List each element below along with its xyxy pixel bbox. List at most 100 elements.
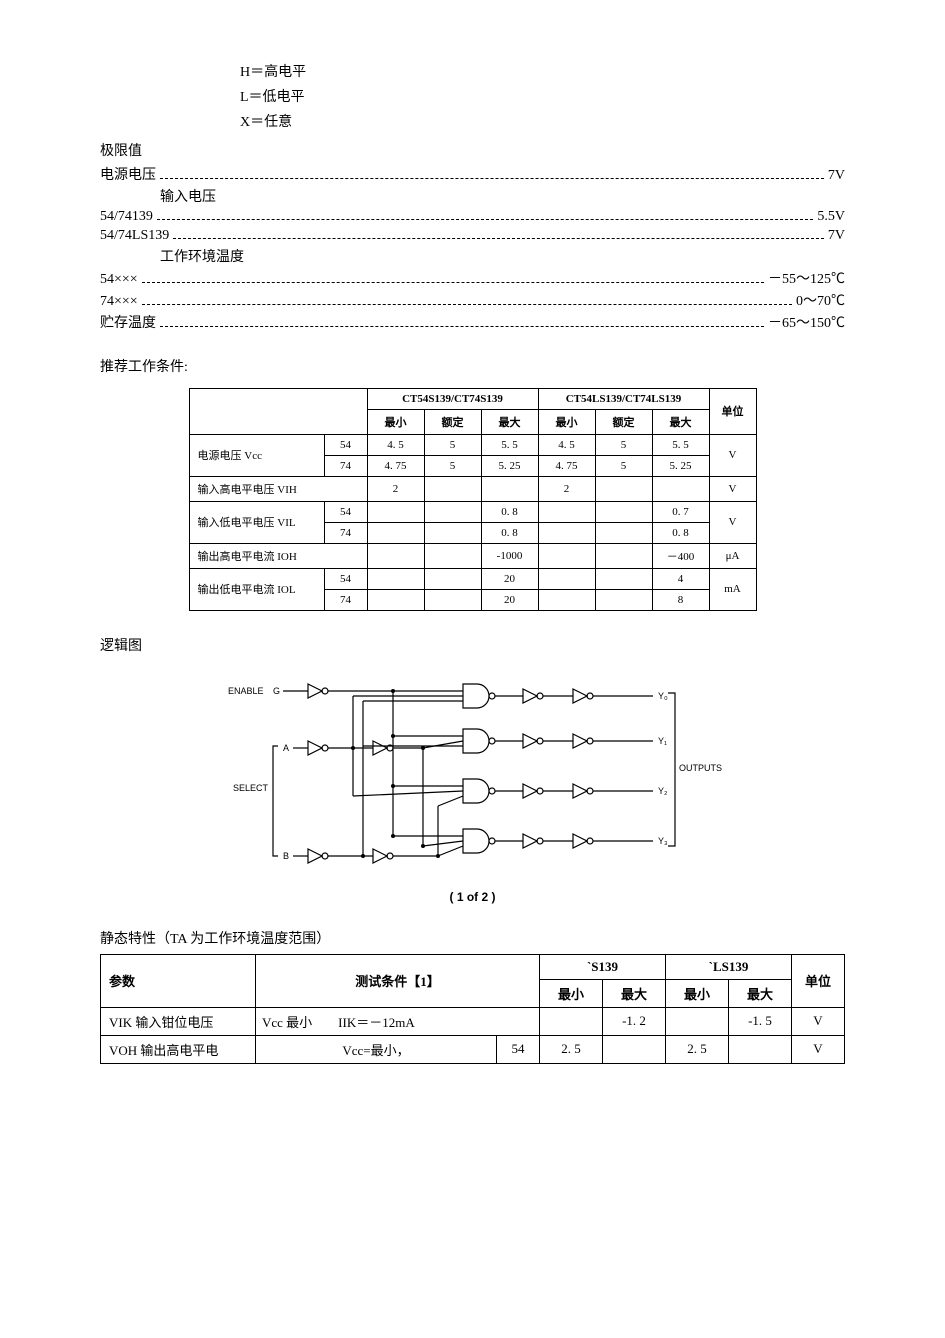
cell (603, 1035, 666, 1063)
cell (424, 501, 481, 522)
cell-sub: 54 (324, 568, 367, 589)
cell-unit: μA (709, 543, 756, 568)
cell: 5. 25 (652, 455, 709, 476)
label-y1: Y₁ (658, 736, 667, 746)
static-title: 静态特性（TA 为工作环境温度范围） (100, 928, 845, 948)
recommended-table: CT54S139/CT74S139 CT54LS139/CT74LS139 单位… (189, 388, 757, 611)
cell: 2. 5 (666, 1035, 729, 1063)
cell-sub: 74 (324, 455, 367, 476)
cell (595, 589, 652, 610)
legend-h: H＝高电平 (240, 60, 845, 85)
cell (424, 476, 481, 501)
cell: -1. 5 (729, 1007, 792, 1035)
limits-row-vcc: 电源电压 7V (100, 164, 845, 184)
cell: 2. 5 (540, 1035, 603, 1063)
cell (595, 568, 652, 589)
gate-row-y2: Y₂ (353, 779, 668, 806)
cell: 5. 5 (652, 434, 709, 455)
cell-sub: 74 (324, 589, 367, 610)
cell-param: VOH 输出高电平电 (101, 1035, 256, 1063)
cell-unit: V (792, 1035, 845, 1063)
cell: 4. 5 (367, 434, 424, 455)
limits-ot-0-label: 54××× (100, 272, 138, 288)
dash-fill (142, 293, 792, 305)
gate-row-y1: Y₁ (363, 729, 667, 753)
th-param: 参数 (101, 954, 256, 1007)
label-g: G (273, 686, 280, 696)
cell: 0. 8 (481, 501, 538, 522)
cell: 4. 5 (538, 434, 595, 455)
table-row: 电源电压 Vcc544. 555. 54. 555. 5V (189, 434, 756, 455)
limits-ot-row-1: 74××× 0～70℃ (100, 290, 845, 310)
static-table: 参数 测试条件【1】 `S139 `LS139 单位 最小 最大 最小 最大 V… (100, 954, 845, 1064)
cell: 2 (538, 476, 595, 501)
label-y0: Y₀ (658, 691, 668, 701)
cell: 4. 75 (538, 455, 595, 476)
label-b: B (283, 851, 289, 861)
limits-iv-1-value: 7V (828, 228, 845, 244)
cell: 4 (652, 568, 709, 589)
th-sub: 最大 (652, 409, 709, 434)
limits-storage-row: 贮存温度 －65～150℃ (100, 312, 845, 332)
logic-diagram-title: 逻辑图 (100, 635, 845, 655)
table-row: 输入高电平电压 VIH22V (189, 476, 756, 501)
cell: 0. 8 (652, 522, 709, 543)
limits-vcc-value: 7V (828, 168, 845, 184)
label-a: A (283, 743, 289, 753)
th-sub: 额定 (595, 409, 652, 434)
cell (538, 543, 595, 568)
cell (367, 589, 424, 610)
cell: -1. 2 (603, 1007, 666, 1035)
cell (424, 568, 481, 589)
th-unit: 单位 (709, 388, 756, 434)
recommended-title: 推荐工作条件: (100, 356, 845, 376)
th-unit: 单位 (792, 954, 845, 1007)
label-outputs: OUTPUTS (679, 763, 722, 773)
cell: 5 (424, 455, 481, 476)
cell-param: 电源电压 Vcc (189, 434, 324, 476)
th-group2: CT54LS139/CT74LS139 (538, 388, 709, 409)
table-row: 参数 测试条件【1】 `S139 `LS139 单位 (101, 954, 845, 979)
cell-cond: Vcc=最小， (256, 1035, 497, 1063)
cell (538, 589, 595, 610)
th-sub: 最小 (538, 409, 595, 434)
th-sub: 最大 (481, 409, 538, 434)
cell: 2 (367, 476, 424, 501)
cell-param: VIK 输入钳位电压 (101, 1007, 256, 1035)
cell (729, 1035, 792, 1063)
dash-fill (160, 315, 764, 327)
limits-title: 极限值 (100, 140, 845, 160)
table-row: CT54S139/CT74S139 CT54LS139/CT74LS139 单位 (189, 388, 756, 409)
cell (367, 522, 424, 543)
dash-fill (173, 227, 824, 239)
cell: 5. 5 (481, 434, 538, 455)
label-y3: Y₃ (658, 836, 668, 846)
cell (424, 543, 481, 568)
cell-param: 输出高电平电流 IOH (189, 543, 367, 568)
cell (367, 501, 424, 522)
limits-storage-label: 贮存温度 (100, 312, 156, 332)
table-row: VIK 输入钳位电压 Vcc 最小 IIK＝－12mA -1. 2 -1. 5 … (101, 1007, 845, 1035)
cell (367, 568, 424, 589)
cell-cond: Vcc 最小 IIK＝－12mA (256, 1007, 540, 1035)
cell-sub: 74 (324, 522, 367, 543)
label-select: SELECT (233, 783, 269, 793)
limits-iv-0-value: 5.5V (817, 209, 845, 225)
label-enable: ENABLE (228, 686, 264, 696)
dash-fill (160, 166, 824, 178)
limits-iv-1-label: 54/74LS139 (100, 228, 169, 244)
th-blank (189, 388, 367, 434)
limits-iv-row-0: 54/74139 5.5V (100, 208, 845, 225)
cell: 20 (481, 568, 538, 589)
th-cond: 测试条件【1】 (256, 954, 540, 1007)
cell-param: 输入低电平电压 VIL (189, 501, 324, 543)
th-sub: 最小 (367, 409, 424, 434)
cell-param: 输出低电平电流 IOL (189, 568, 324, 610)
cell: 5 (424, 434, 481, 455)
cell-unit: mA (709, 568, 756, 610)
th-min: 最小 (540, 979, 603, 1007)
limits-input-voltage-label: 输入电压 (160, 186, 845, 206)
table-row: VOH 输出高电平电 Vcc=最小， 54 2. 5 2. 5 V (101, 1035, 845, 1063)
cell: -1000 (481, 543, 538, 568)
cell (595, 543, 652, 568)
